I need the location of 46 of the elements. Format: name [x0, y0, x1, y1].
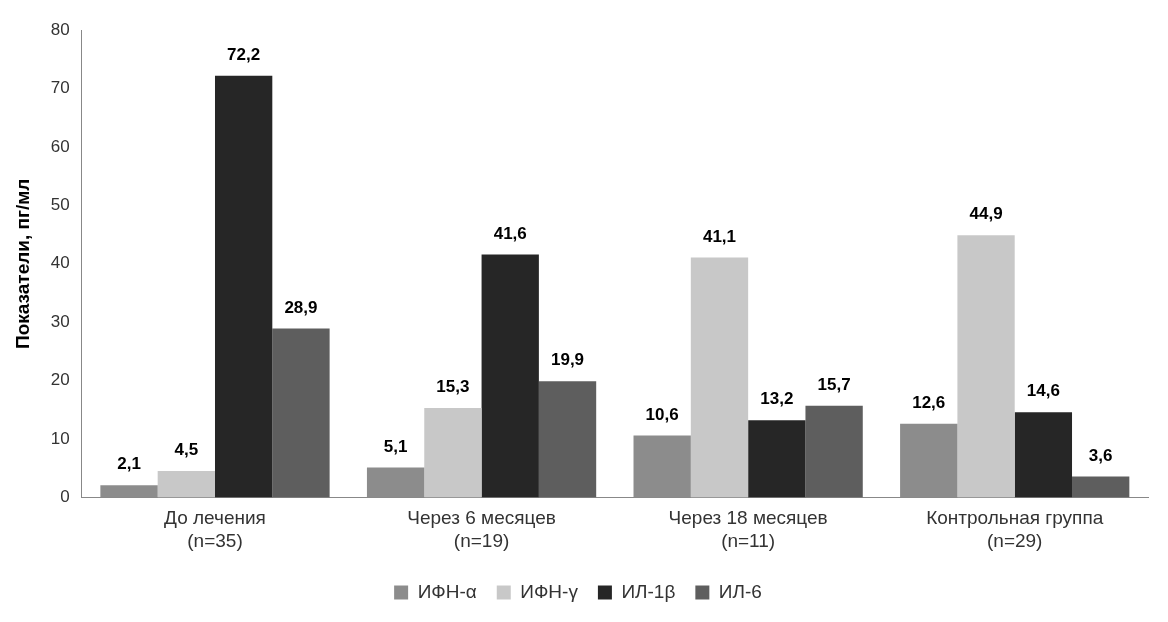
y-tick-label: 60 — [50, 136, 70, 156]
y-tick-label: 10 — [50, 428, 70, 448]
data-label: 4,5 — [174, 440, 199, 460]
bar — [424, 408, 482, 498]
x-tick-label: Контрольная группа (n=29) — [926, 507, 1104, 551]
y-tick-label: 70 — [50, 78, 70, 98]
bar — [272, 328, 330, 498]
data-label: 5,1 — [383, 436, 408, 456]
bar — [538, 381, 597, 498]
bar — [215, 75, 273, 498]
bar — [1014, 412, 1073, 498]
bar — [690, 257, 749, 498]
x-tick-label: Через 6 месяцев (n=19) — [407, 507, 556, 551]
y-tick-label: 30 — [50, 311, 70, 331]
data-label: 15,7 — [817, 374, 851, 394]
bar — [157, 471, 215, 498]
bar — [1072, 476, 1130, 498]
data-label: 10,6 — [645, 404, 679, 424]
data-label: 15,3 — [436, 377, 470, 397]
bar — [957, 235, 1015, 498]
data-label: 72,2 — [227, 44, 261, 64]
x-tick-label: До лечения (n=35) — [164, 507, 266, 551]
legend-label: ИЛ-6 — [718, 580, 762, 602]
data-label: 28,9 — [284, 297, 318, 317]
data-label: 41,1 — [702, 226, 737, 246]
data-label: 13,2 — [760, 389, 794, 409]
y-tick-label: 40 — [50, 253, 70, 273]
legend-label: ИФН-α — [417, 580, 477, 602]
data-label: 19,9 — [550, 350, 585, 370]
y-axis-title: Показатели, пг/мл — [11, 178, 33, 349]
data-label: 12,6 — [912, 393, 946, 412]
y-tick-label: 0 — [60, 487, 70, 507]
data-label: 3,6 — [1088, 445, 1113, 465]
legend-label: ИФН-γ — [520, 580, 579, 602]
legend-label: ИЛ-1β — [621, 580, 676, 602]
data-label: 41,6 — [493, 223, 527, 243]
data-label: 44,9 — [969, 204, 1003, 224]
bar — [481, 254, 539, 498]
bar — [748, 420, 806, 498]
y-tick-label: 50 — [50, 195, 70, 215]
data-label: 14,6 — [1026, 381, 1060, 401]
y-tick-label: 20 — [50, 370, 70, 390]
x-tick-label: Через 18 месяцев (n=11) — [668, 507, 828, 551]
y-tick-label: 80 — [50, 19, 70, 39]
data-label: 2,1 — [117, 454, 141, 474]
bar — [805, 405, 863, 498]
